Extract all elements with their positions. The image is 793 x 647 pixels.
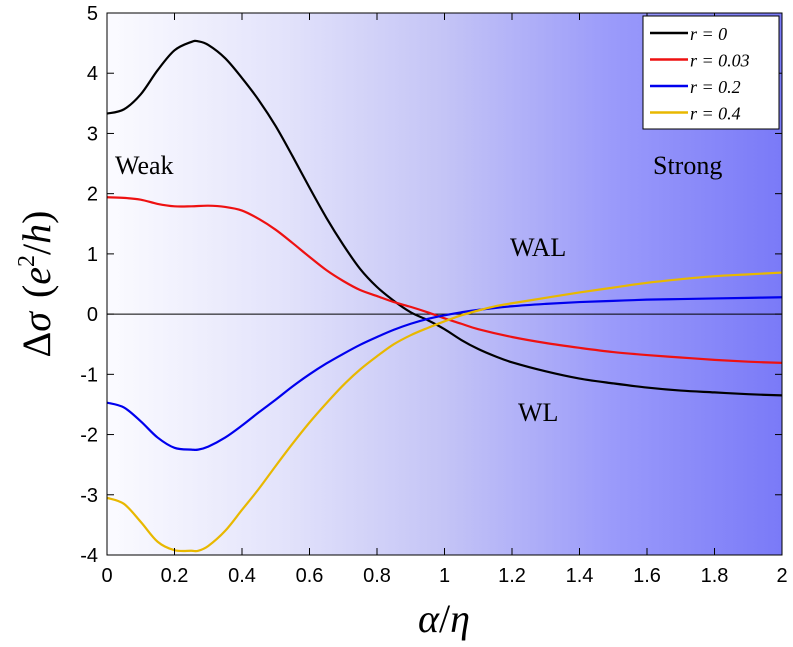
x-tick-label: 1.8	[701, 565, 729, 587]
x-tick-label: 0.6	[296, 565, 324, 587]
y-tick-label: 0	[87, 304, 98, 326]
annotation-wal: WAL	[510, 233, 566, 262]
legend-label-4: r = 0.4	[690, 104, 741, 124]
y-tick-label: 4	[87, 63, 98, 85]
x-axis-label: α/η	[418, 596, 470, 641]
y-tick-label: -1	[80, 364, 98, 386]
x-tick-label: 1	[439, 565, 450, 587]
annotation-weak: Weak	[115, 151, 174, 180]
annotation-strong: Strong	[653, 151, 722, 180]
x-tick-label: 0.4	[228, 565, 256, 587]
legend-label-1: r = 0	[690, 24, 727, 44]
x-tick-label: 0	[101, 565, 112, 587]
series-line-4	[107, 271, 782, 553]
legend-box	[642, 15, 780, 130]
x-tick-label: 0.8	[363, 565, 391, 587]
legend-label-2: r = 0.03	[690, 51, 750, 71]
x-tick-label: 1.6	[633, 565, 661, 587]
annotation-wl: WL	[518, 398, 558, 427]
y-tick-label: -3	[80, 485, 98, 507]
y-tick-label: -4	[80, 545, 98, 567]
legend-label-3: r = 0.2	[690, 77, 741, 97]
legend: r = 0 r = 0.03 r = 0.2 r = 0.4	[642, 15, 780, 130]
x-tick-label: 0.2	[161, 565, 189, 587]
y-tick-label: 2	[87, 184, 98, 206]
svg-text:Δσ(e2/h): Δσ(e2/h)	[14, 210, 59, 357]
y-tick-label: 5	[87, 3, 98, 25]
y-axis-label: Δσ(e2/h)	[14, 210, 59, 357]
y-tick-label: 3	[87, 123, 98, 145]
y-tick-label: 1	[87, 244, 98, 266]
series-line-2	[107, 196, 782, 364]
x-tick-label: 1.4	[566, 565, 594, 587]
x-tick-label: 1.2	[498, 565, 526, 587]
x-tick-label: 2	[776, 565, 787, 587]
series-line-3	[107, 296, 782, 452]
series-line-1	[107, 39, 782, 397]
y-tick-label: -2	[80, 425, 98, 447]
